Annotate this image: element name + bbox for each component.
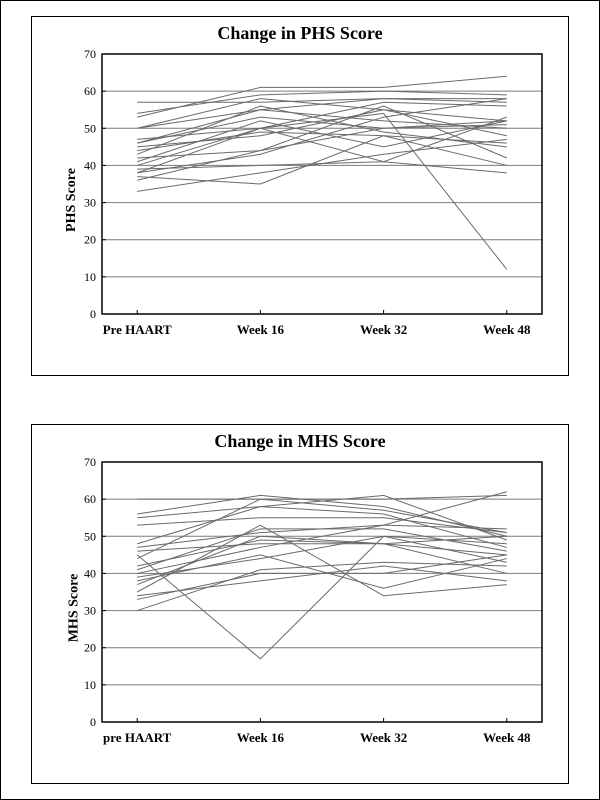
x-tick-label: Week 16	[237, 730, 285, 745]
series-line	[137, 121, 507, 162]
y-axis-label: PHS Score	[64, 168, 80, 232]
chart-title: Change in PHS Score	[32, 23, 568, 44]
y-tick-label: 10	[84, 678, 96, 692]
y-tick-label: 0	[90, 307, 96, 321]
y-tick-label: 40	[84, 158, 96, 172]
x-tick-label: Week 32	[360, 322, 407, 337]
x-tick-label: Week 48	[483, 730, 531, 745]
y-tick-label: 10	[84, 270, 96, 284]
plot-area: MHS Score 0 10 20 30 40 50 60 70 pre HAART Week 16…	[32, 454, 568, 762]
y-tick-label: 50	[84, 121, 96, 135]
series-line	[137, 106, 507, 154]
chart-phs: Change in PHS Score PHS Score 0 10 20 30 40 50 6…	[31, 16, 569, 376]
series-line	[137, 76, 507, 117]
chart-svg: 0 10 20 30 40 50 60 70 pre HAART Week 16 Week 32 We…	[32, 454, 560, 762]
x-tick-label: Week 16	[237, 322, 285, 337]
y-tick-label: 70	[84, 47, 96, 61]
y-tick-label: 20	[84, 641, 96, 655]
x-tick-label: Pre HAART	[103, 322, 172, 337]
x-tick-label: Week 32	[360, 730, 407, 745]
y-tick-label: 50	[84, 529, 96, 543]
y-tick-label: 40	[84, 566, 96, 580]
series-line	[137, 121, 507, 180]
y-axis-label: MHS Score	[66, 574, 82, 643]
chart-title: Change in MHS Score	[32, 431, 568, 452]
chart-svg: 0 10 20 30 40 50 60 70 Pre HAART Week 16 Week 32 We…	[32, 46, 560, 354]
y-tick-label: 0	[90, 715, 96, 729]
y-tick-label: 30	[84, 604, 96, 618]
series-line	[137, 99, 507, 173]
series-line	[137, 495, 507, 499]
x-tick-label: Week 48	[483, 322, 531, 337]
chart-mhs: Change in MHS Score MHS Score 0 10 20 30 40 50 6…	[31, 424, 569, 784]
y-tick-label: 60	[84, 84, 96, 98]
y-tick-label: 70	[84, 455, 96, 469]
y-tick-label: 30	[84, 196, 96, 210]
x-tick-label: pre HAART	[103, 730, 172, 745]
series-line	[137, 106, 507, 158]
series-line	[137, 544, 507, 555]
series-line	[137, 536, 507, 577]
series-line	[137, 495, 507, 536]
page: Change in PHS Score PHS Score 0 10 20 30 40 50 6…	[0, 0, 600, 800]
y-tick-label: 20	[84, 233, 96, 247]
y-tick-label: 60	[84, 492, 96, 506]
series-line	[137, 566, 507, 596]
plot-area: PHS Score 0 10 20 30 40 50 60 70 Pre HAART Week 16…	[32, 46, 568, 354]
